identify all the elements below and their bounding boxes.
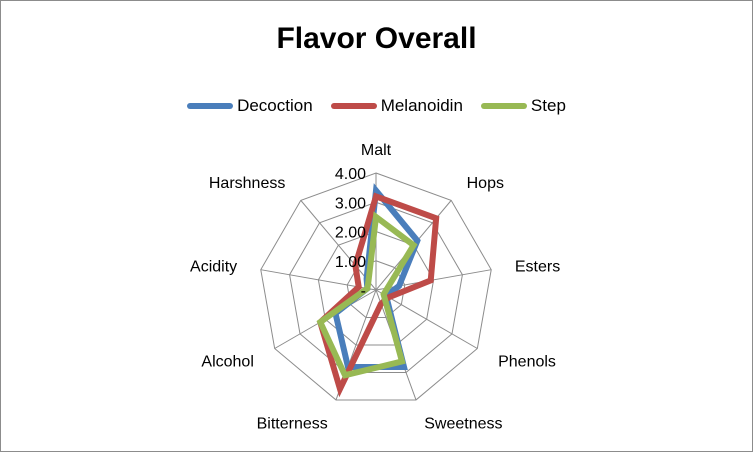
legend-item-melanoidin: Melanoidin — [330, 96, 463, 116]
tick-label-4: 4.00 — [335, 166, 366, 183]
axis-label-malt: Malt — [361, 142, 392, 159]
axis-label-phenols: Phenols — [498, 354, 556, 371]
spoke-8 — [300, 200, 377, 291]
tick-label-3: 3.00 — [335, 195, 366, 212]
axis-label-hops: Hops — [467, 175, 504, 192]
axis-label-bitterness: Bitterness — [257, 415, 328, 432]
spoke-3 — [375, 289, 478, 349]
axis-label-sweetness: Sweetness — [424, 415, 502, 432]
chart-title: Flavor Overall — [276, 22, 477, 55]
tick-label-2: 2.00 — [335, 225, 366, 242]
grid-ring-2 — [317, 230, 435, 346]
legend-swatch-step — [480, 103, 527, 109]
legend-swatch-decoction — [187, 103, 234, 109]
legend-label-melanoidin: Melanoidin — [380, 96, 463, 115]
tick-label-0: - — [361, 283, 366, 300]
legend-label-step: Step — [530, 96, 566, 115]
axis-label-alcohol: Alcohol — [201, 354, 253, 371]
grid-ring-3 — [289, 201, 463, 373]
legend-item-step: Step — [480, 96, 566, 116]
grid-ring-4 — [260, 172, 492, 401]
axis-label-acidity: Acidity — [190, 259, 237, 276]
legend: Decoction Melanoidin Step — [0, 96, 753, 116]
series-line-step — [316, 211, 418, 379]
tick-label-1: 1.00 — [335, 254, 366, 271]
series-line-melanoidin — [316, 192, 440, 398]
legend-item-decoction: Decoction — [187, 96, 313, 116]
legend-swatch-melanoidin — [330, 103, 377, 109]
axis-label-harshness: Harshness — [209, 175, 285, 192]
legend-label-decoction: Decoction — [237, 96, 313, 115]
axis-label-esters: Esters — [515, 259, 560, 276]
